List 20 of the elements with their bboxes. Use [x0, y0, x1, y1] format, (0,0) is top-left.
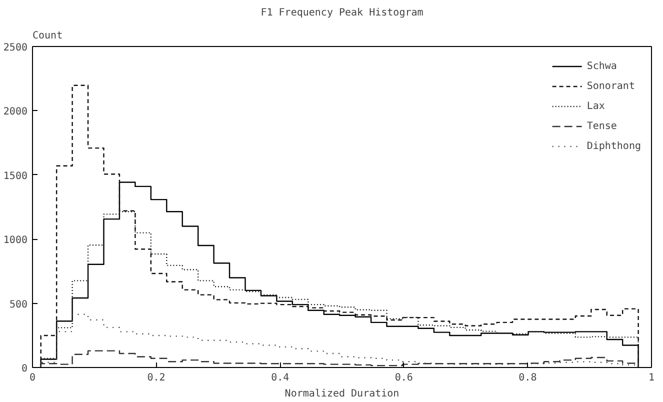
x-tick-label: 0.6	[394, 372, 413, 384]
x-tick-label: 1	[648, 372, 655, 384]
legend-label: Diphthong	[586, 140, 641, 152]
legend-label: Lax	[586, 100, 606, 112]
y-tick-label: 1500	[3, 170, 28, 182]
x-tick-label: 0.2	[147, 372, 166, 384]
y-tick-label: 1000	[3, 235, 28, 246]
legend-label: Schwa	[586, 60, 617, 72]
y-tick-label: 2000	[3, 106, 28, 118]
x-tick-label: 0.8	[518, 372, 537, 384]
x-tick-label: 0.4	[271, 372, 290, 384]
y-tick-label: 500	[9, 299, 28, 310]
y-tick-label: 0	[21, 364, 28, 374]
y-axis-title: Count	[32, 30, 63, 42]
legend-label: Sonorant	[586, 80, 635, 92]
x-axis-title: Normalized Duration	[284, 388, 400, 400]
legend-label: Tense	[586, 120, 617, 132]
y-tick-label: 2500	[3, 42, 28, 54]
x-tick-label: 0	[29, 372, 36, 384]
chart-title: F1 Frequency Peak Histogram	[260, 8, 424, 18]
